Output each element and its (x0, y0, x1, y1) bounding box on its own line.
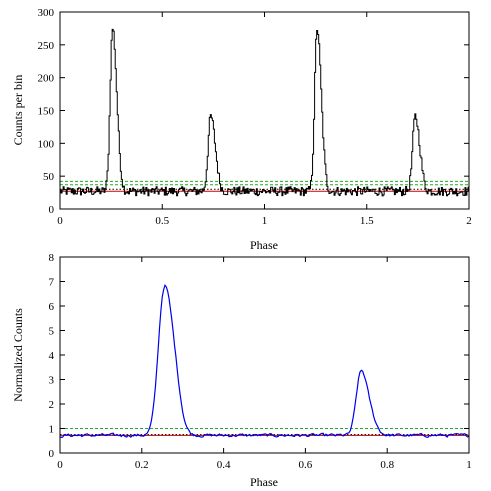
top-x-axis-label: Phase (250, 238, 278, 252)
bottom-plot-frame (59, 256, 470, 454)
top-x-tick-label: 0.5 (155, 215, 169, 227)
top-x-tick-label: 1 (262, 215, 268, 227)
bottom-series-line (59, 283, 470, 438)
top-x-tick-label: 2 (466, 215, 472, 227)
bottom-y-tick-label: 3 (49, 375, 55, 387)
top-panel: 0 0.5 1 1.5 2 0 50 100 150 200 250 300 Phase Counts… (11, 7, 472, 252)
top-plot-area (60, 28, 470, 197)
top-y-tick-label: 50 (43, 171, 55, 183)
bottom-y-tick-label: 4 (49, 350, 55, 362)
top-x-tick-label: 0 (57, 215, 63, 227)
top-y-tick-label: 0 (49, 204, 55, 216)
bottom-x-axis-label: Phase (250, 475, 278, 489)
top-y-tick-label: 100 (38, 138, 55, 150)
top-y-axis-label: Counts per bin (11, 75, 25, 146)
bottom-y-tick-label: 5 (49, 326, 55, 338)
bottom-x-tick-label: 0.6 (299, 459, 313, 471)
bottom-x-tick-label: 0.4 (217, 459, 231, 471)
top-x-tick-label: 1.5 (360, 215, 374, 227)
top-y-tick-label: 250 (38, 40, 55, 52)
bottom-y-tick-label: 1 (49, 424, 55, 436)
bottom-y-axis-label: Normalized Counts (11, 308, 25, 402)
bottom-x-tick-label: 0.8 (380, 459, 394, 471)
bottom-x-tick-label: 0 (57, 459, 63, 471)
bottom-plot-area (59, 283, 470, 438)
bottom-axis-ticks: 0 0.2 0.4 0.6 0.8 1 0 1 2 3 4 5 6 7 8 (49, 252, 472, 471)
top-y-tick-label: 200 (38, 73, 55, 85)
bottom-y-tick-label: 0 (49, 448, 55, 460)
bottom-y-tick-label: 7 (49, 277, 55, 289)
bottom-y-tick-label: 2 (49, 399, 55, 411)
bottom-y-tick-label: 8 (49, 252, 55, 264)
top-axis-ticks: 0 0.5 1 1.5 2 0 50 100 150 200 250 300 (38, 7, 472, 227)
bottom-y-tick-label: 6 (49, 301, 55, 313)
top-y-tick-label: 150 (38, 106, 55, 118)
top-series-line (60, 28, 470, 197)
bottom-panel: 0 0.2 0.4 0.6 0.8 1 0 1 2 3 4 5 6 7 8 Phase Normalized… (11, 252, 472, 489)
top-y-tick-label: 300 (38, 7, 55, 19)
bottom-x-tick-label: 1 (466, 459, 472, 471)
bottom-x-tick-label: 0.2 (135, 459, 149, 471)
